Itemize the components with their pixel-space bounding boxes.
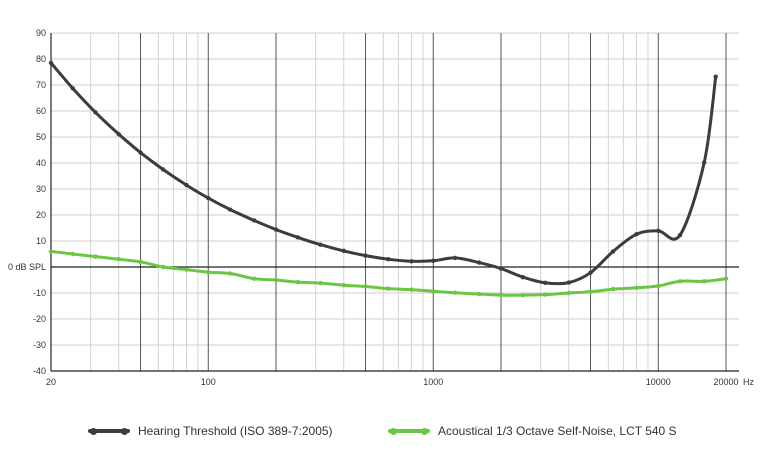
y-tick-label: 60 — [36, 106, 46, 116]
data-point — [295, 235, 301, 240]
data-point — [385, 257, 391, 262]
data-point — [251, 276, 257, 281]
data-point — [723, 276, 729, 281]
data-point — [498, 292, 504, 298]
data-point — [341, 283, 346, 288]
data-point — [543, 292, 548, 297]
data-point — [227, 271, 233, 276]
x-tick-label: 10000 — [646, 377, 671, 387]
data-point — [498, 266, 504, 271]
x-tick-label: 1000 — [423, 377, 443, 387]
x-tick-label: 100 — [201, 377, 216, 387]
x-tick-label: 20000 — [713, 377, 738, 387]
legend-item-self-noise[interactable]: Acoustical 1/3 Octave Self-Noise, LCT 54… — [388, 424, 677, 438]
data-point — [70, 251, 76, 257]
data-point — [452, 255, 458, 261]
data-point — [656, 283, 661, 289]
data-point — [48, 249, 54, 254]
data-point — [116, 257, 121, 262]
data-point — [251, 218, 257, 223]
data-point — [520, 274, 526, 280]
data-point — [227, 207, 233, 212]
data-point — [273, 227, 279, 232]
data-point — [476, 291, 482, 297]
y-tick-label: 90 — [36, 28, 46, 38]
data-point — [385, 286, 391, 291]
data-point — [318, 242, 323, 247]
data-point — [431, 288, 436, 294]
grid — [50, 32, 739, 372]
data-point — [588, 289, 593, 294]
data-point — [476, 260, 482, 265]
data-point — [93, 110, 98, 115]
data-point — [566, 290, 571, 296]
data-point — [656, 228, 661, 234]
legend: Hearing Threshold (ISO 389-7:2005) Acous… — [0, 424, 765, 446]
data-point — [93, 254, 98, 259]
data-point — [566, 280, 571, 285]
y-tick-label: 20 — [36, 210, 46, 220]
legend-item-hearing-threshold[interactable]: Hearing Threshold (ISO 389-7:2005) — [88, 424, 333, 438]
data-point — [363, 284, 368, 289]
y-tick-label: -40 — [33, 366, 46, 376]
data-point — [70, 86, 76, 91]
data-point — [543, 280, 548, 286]
data-point — [677, 232, 683, 238]
data-point — [701, 279, 707, 284]
data-point — [341, 248, 346, 254]
x-unit-label: Hz — [743, 377, 754, 387]
data-point — [184, 267, 189, 272]
data-point — [273, 277, 279, 283]
data-point — [138, 150, 143, 155]
y-tick-label: -20 — [33, 314, 46, 324]
data-point — [295, 279, 301, 285]
y-tick-label: 10 — [36, 236, 46, 246]
data-point — [409, 287, 414, 292]
series-lines — [48, 60, 729, 298]
data-point — [452, 290, 458, 295]
y-tick-label: 0 dB SPL — [8, 262, 46, 272]
data-point — [160, 167, 166, 172]
y-tick-label: 40 — [36, 158, 46, 168]
data-point — [409, 259, 414, 264]
y-tick-label: -10 — [33, 288, 46, 298]
data-point — [588, 270, 593, 275]
data-point — [48, 60, 54, 66]
y-tick-label: 50 — [36, 132, 46, 142]
data-point — [634, 285, 639, 290]
data-point — [363, 253, 368, 258]
data-point — [610, 286, 616, 292]
data-point — [520, 292, 526, 298]
data-point — [431, 258, 436, 263]
data-point — [160, 264, 166, 270]
x-tick-label: 20 — [46, 377, 56, 387]
data-point — [318, 280, 323, 286]
data-point — [677, 279, 683, 284]
legend-line-icon — [388, 427, 430, 435]
data-point — [206, 195, 211, 201]
data-point — [701, 160, 707, 165]
data-point — [713, 74, 718, 79]
legend-label: Hearing Threshold (ISO 389-7:2005) — [138, 424, 333, 438]
y-tick-label: 80 — [36, 54, 46, 64]
legend-line-icon — [88, 427, 130, 435]
y-tick-label: 30 — [36, 184, 46, 194]
data-point — [634, 232, 639, 237]
axes — [50, 33, 739, 372]
data-point — [610, 249, 616, 254]
y-tick-label: 70 — [36, 80, 46, 90]
data-point — [138, 259, 143, 264]
y-tick-label: -30 — [33, 340, 46, 350]
data-point — [116, 131, 121, 137]
data-point — [184, 182, 189, 188]
data-point — [206, 270, 211, 275]
legend-label: Acoustical 1/3 Octave Self-Noise, LCT 54… — [438, 424, 677, 438]
